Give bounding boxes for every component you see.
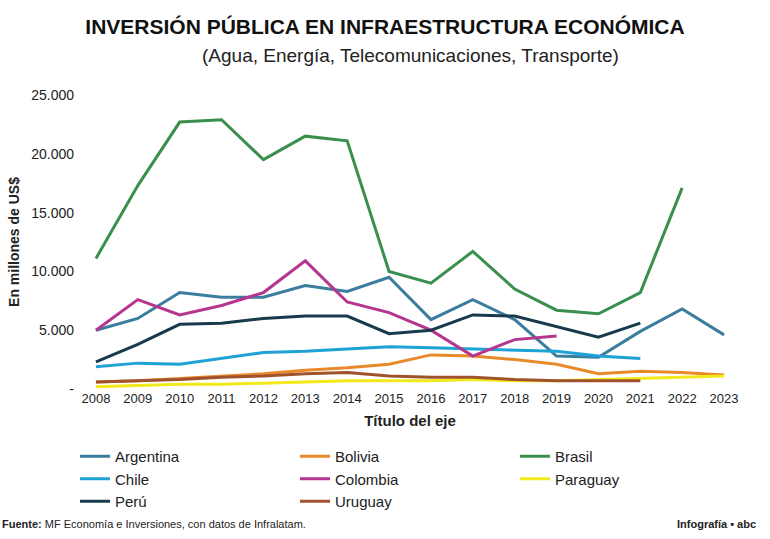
svg-text:2008: 2008 bbox=[81, 391, 110, 406]
svg-text:Chile: Chile bbox=[115, 471, 149, 488]
svg-text:2019: 2019 bbox=[542, 391, 571, 406]
svg-text:2011: 2011 bbox=[208, 391, 236, 406]
svg-text:En millones de US$: En millones de US$ bbox=[6, 177, 22, 307]
svg-text:Infografía • abc: Infografía • abc bbox=[677, 518, 756, 530]
svg-text:2015: 2015 bbox=[375, 391, 404, 406]
svg-text:2014: 2014 bbox=[333, 391, 362, 406]
svg-text:Fuente: MF Economía e Inversio: Fuente: MF Economía e Inversiones, con d… bbox=[2, 518, 306, 530]
svg-text:Perú: Perú bbox=[115, 493, 147, 510]
svg-text:2018: 2018 bbox=[500, 391, 529, 406]
svg-text:2023: 2023 bbox=[710, 391, 739, 406]
svg-text:2020: 2020 bbox=[584, 391, 613, 406]
svg-text:Paraguay: Paraguay bbox=[555, 471, 620, 488]
svg-text:2013: 2013 bbox=[291, 391, 320, 406]
svg-text:2009: 2009 bbox=[123, 391, 152, 406]
svg-text:10.000: 10.000 bbox=[31, 263, 74, 279]
svg-text:Bolivia: Bolivia bbox=[335, 448, 380, 465]
svg-text:25.000: 25.000 bbox=[31, 87, 74, 103]
svg-text:2021: 2021 bbox=[626, 391, 655, 406]
svg-text:-: - bbox=[69, 381, 74, 397]
svg-text:2010: 2010 bbox=[165, 391, 194, 406]
svg-text:2017: 2017 bbox=[458, 391, 487, 406]
svg-text:INVERSIÓN PÚBLICA EN INFRAESTR: INVERSIÓN PÚBLICA EN INFRAESTRUCTURA ECO… bbox=[85, 15, 684, 38]
svg-text:Argentina: Argentina bbox=[115, 448, 180, 465]
svg-text:(Agua, Energía, Telecomunicaci: (Agua, Energía, Telecomunicaciones, Tran… bbox=[202, 45, 619, 66]
svg-text:2012: 2012 bbox=[249, 391, 278, 406]
svg-text:Título del eje: Título del eje bbox=[364, 412, 456, 429]
svg-text:15.000: 15.000 bbox=[31, 205, 74, 221]
svg-text:Brasil: Brasil bbox=[555, 448, 593, 465]
svg-text:5.000: 5.000 bbox=[39, 322, 74, 338]
svg-text:Colombia: Colombia bbox=[335, 471, 399, 488]
svg-text:2022: 2022 bbox=[668, 391, 697, 406]
svg-text:Uruguay: Uruguay bbox=[335, 493, 392, 510]
svg-text:2016: 2016 bbox=[416, 391, 445, 406]
svg-text:20.000: 20.000 bbox=[31, 146, 74, 162]
